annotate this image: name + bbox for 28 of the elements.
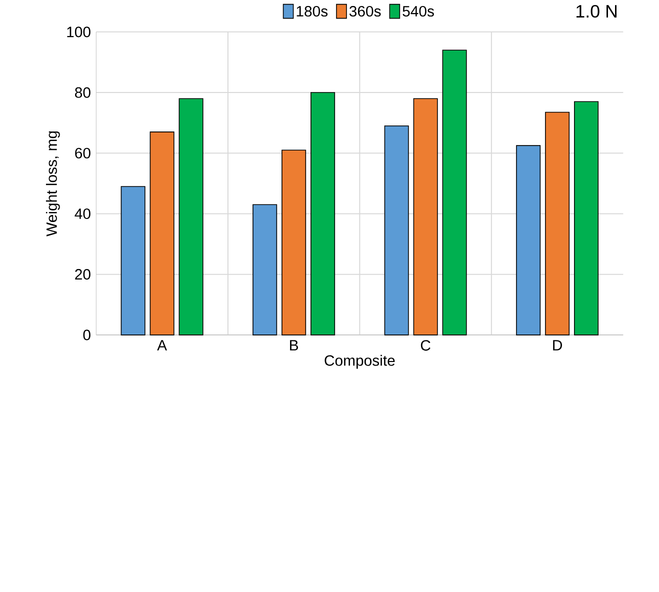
- bar: [574, 100, 599, 336]
- text: 1.0 N: [576, 4, 617, 18]
- x-tick-label: C: [420, 340, 430, 350]
- bar: [282, 149, 306, 336]
- bar: [150, 131, 174, 336]
- legend-label: 180s: [296, 6, 328, 16]
- bar: [384, 125, 409, 336]
- bar: [413, 98, 438, 336]
- legend-label: 360s: [349, 6, 381, 16]
- x-axis-title: Composite: [324, 354, 395, 369]
- y-tick-label: 40: [74, 208, 90, 219]
- y-axis-title: Weight loss, mg: [46, 131, 60, 236]
- x-tick-label: D: [553, 340, 562, 350]
- bar: [310, 92, 336, 336]
- bar: [252, 204, 278, 336]
- bar: [545, 112, 570, 336]
- y-tick-label: 80: [75, 87, 90, 98]
- bar: [120, 186, 146, 336]
- bar: [442, 49, 467, 336]
- bar: [516, 144, 541, 336]
- bar: [178, 98, 204, 336]
- x-tick-label: A: [157, 340, 168, 350]
- y-tick-label: 20: [75, 268, 90, 280]
- y-tick-label: 60: [75, 148, 90, 158]
- y-tick-label: 100: [67, 26, 90, 37]
- y-tick-label: 0: [83, 329, 90, 340]
- legend-label: 540s: [402, 6, 434, 16]
- x-tick-label: B: [290, 340, 298, 350]
